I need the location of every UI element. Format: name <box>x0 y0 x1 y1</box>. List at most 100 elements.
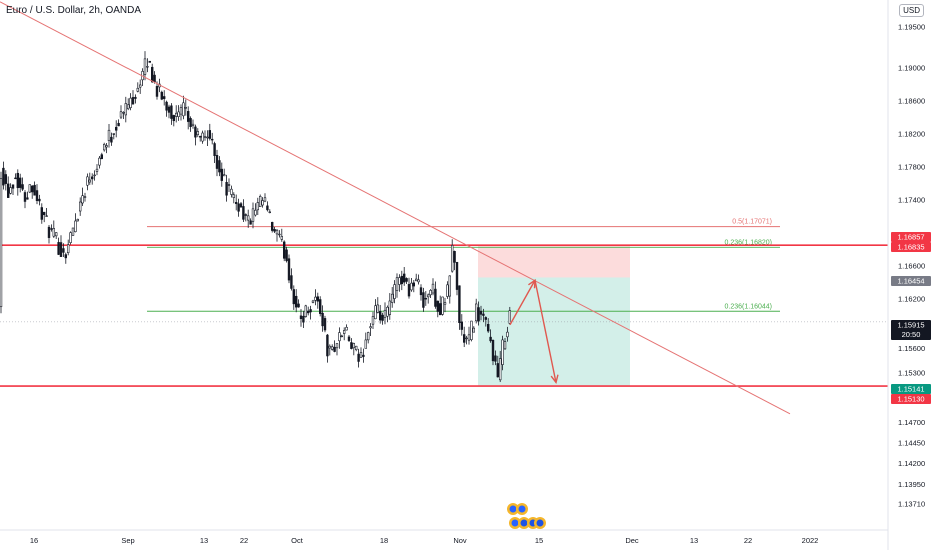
candle-body <box>167 106 171 113</box>
candle-body <box>153 74 156 83</box>
candle <box>390 287 394 308</box>
candle-body <box>268 211 271 213</box>
candle <box>21 177 24 191</box>
candle-body <box>508 310 511 324</box>
candle-body <box>297 303 300 308</box>
candle <box>83 192 87 202</box>
candle <box>163 90 166 106</box>
candle <box>112 133 116 140</box>
candle-body <box>6 183 10 198</box>
candle <box>187 106 190 130</box>
candle-body <box>280 236 283 240</box>
candle <box>57 237 60 256</box>
candle-body <box>38 198 41 202</box>
candle <box>74 213 77 233</box>
candle <box>220 162 223 187</box>
currency-badge[interactable]: USD <box>899 4 924 17</box>
candle <box>251 202 255 229</box>
fib-level-label: 0.236(1.16044) <box>725 303 772 310</box>
candle <box>124 96 128 123</box>
candle <box>314 289 317 306</box>
candle <box>103 142 106 152</box>
candle <box>79 197 82 216</box>
candle-body <box>23 192 27 202</box>
candle <box>453 250 456 271</box>
candle-body <box>110 136 113 143</box>
candle <box>0 171 3 314</box>
candle-body <box>254 209 257 216</box>
candle <box>474 298 478 324</box>
candle-body <box>196 131 199 136</box>
candle <box>443 297 447 313</box>
candle <box>268 209 271 214</box>
candle-body <box>357 353 360 362</box>
price-label-bg <box>891 276 931 286</box>
price-label: 1.16835 <box>891 242 931 252</box>
reward-zone <box>478 277 630 386</box>
x-tick-label: 22 <box>240 536 248 545</box>
candle <box>328 344 331 356</box>
candle <box>306 306 310 316</box>
candle <box>431 278 435 296</box>
candle <box>330 344 334 351</box>
candle-body <box>131 97 135 105</box>
candle-body <box>69 232 72 243</box>
candle-body <box>345 326 348 331</box>
candle <box>139 79 142 94</box>
candle-body <box>107 129 111 141</box>
candle <box>311 299 315 304</box>
candle <box>33 181 36 196</box>
candle <box>170 103 173 125</box>
y-tick-label: 1.19500 <box>898 22 925 31</box>
candle-body <box>184 107 187 109</box>
candle <box>357 348 360 368</box>
candle-body <box>311 300 315 303</box>
candle <box>242 199 245 222</box>
candle <box>189 116 192 132</box>
candle-body <box>40 207 44 220</box>
y-tick-label: 1.15300 <box>898 369 925 378</box>
candle <box>131 90 135 105</box>
candle-body <box>292 289 295 305</box>
candle <box>477 301 480 326</box>
candle <box>258 194 262 207</box>
candle <box>244 213 247 222</box>
candle-body <box>273 229 276 232</box>
price-label-bg <box>891 320 931 340</box>
x-tick-label: 15 <box>535 536 543 545</box>
candle-body <box>383 309 387 318</box>
candle-body <box>191 123 195 127</box>
candle <box>366 331 370 344</box>
candle <box>218 156 221 177</box>
candle-body <box>54 232 58 237</box>
candle-body <box>465 337 468 340</box>
candle-body <box>458 285 461 323</box>
candle-body <box>285 249 288 262</box>
candle <box>318 296 322 317</box>
candle <box>414 273 418 282</box>
symbol-title[interactable]: Euro / U.S. Dollar, 2h, OANDA <box>6 5 142 16</box>
candle-body <box>103 144 106 151</box>
y-tick-label: 1.16200 <box>898 294 925 303</box>
candle <box>117 119 120 127</box>
candle <box>508 306 511 325</box>
candle <box>261 197 264 208</box>
candle-body <box>318 299 322 314</box>
candle-body <box>203 136 207 138</box>
y-tick-label: 1.13710 <box>898 500 925 509</box>
candle <box>434 281 437 309</box>
candle <box>417 274 420 285</box>
candle-body <box>266 205 269 211</box>
candle <box>503 338 507 350</box>
candle <box>292 285 295 310</box>
candle <box>141 68 144 86</box>
candle-body <box>146 66 149 68</box>
candle-body <box>467 334 471 341</box>
candle-body <box>83 196 87 198</box>
candle <box>23 190 27 209</box>
candle-body <box>14 177 17 180</box>
candle <box>321 305 324 332</box>
fib-levels: 0.5(1.17071) 0.236(1.16820) 0.236(1.16044) <box>147 219 780 312</box>
